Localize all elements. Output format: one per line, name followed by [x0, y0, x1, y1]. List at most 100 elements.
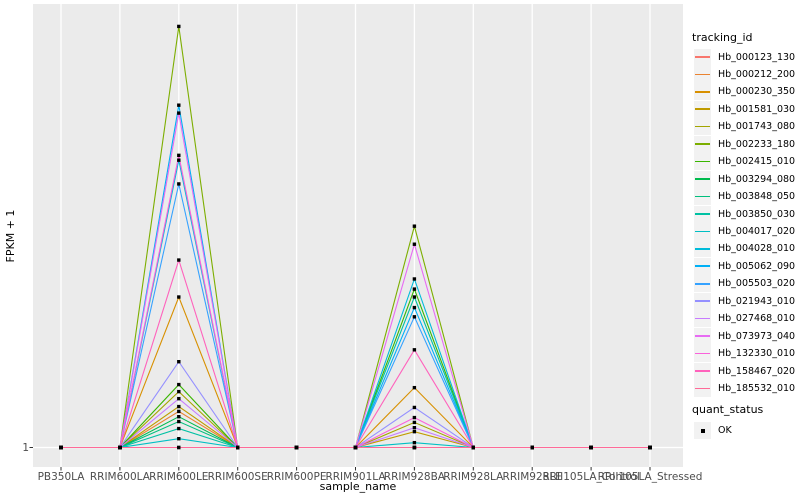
data-point-Hb_000230_350	[177, 295, 181, 299]
data-point-Hb_004028_010	[412, 277, 417, 281]
legend-key-box	[694, 362, 711, 380]
legend-key-line-icon	[695, 125, 710, 128]
data-point-Hb_185532_010	[589, 445, 593, 450]
legend-item-label: Hb_001581_030	[718, 103, 796, 115]
data-point-Hb_132330_010	[177, 153, 181, 158]
data-point-Hb_073973_040	[412, 242, 417, 246]
legend-key-line-icon	[695, 248, 710, 250]
data-point-Hb_003294_080	[177, 415, 181, 419]
legend-key-line-icon	[695, 195, 710, 198]
y-tick-label: 1	[22, 442, 29, 454]
data-point-Hb_002233_180	[412, 224, 417, 228]
legend-key-box	[694, 275, 711, 293]
legend-key-box	[694, 188, 711, 206]
y-axis-title: FPKM + 1	[4, 210, 17, 263]
legend-key-line-icon	[695, 265, 710, 268]
data-point-Hb_000230_350	[412, 385, 417, 390]
data-point-Hb_185532_010	[530, 445, 534, 450]
data-point-Hb_185532_010	[118, 445, 122, 450]
data-point-Hb_185532_010	[471, 445, 475, 450]
data-point-Hb_001743_080	[177, 389, 181, 394]
legend-key-box	[694, 205, 711, 223]
legend-item-label: Hb_002415_010	[718, 156, 796, 168]
x-tick-label: RRIM600SE	[208, 471, 268, 483]
legend-item-label: Hb_005062_090	[718, 260, 796, 272]
legend-item-label: Hb_027468_010	[718, 313, 796, 325]
legend-key-box	[694, 135, 711, 153]
legend-key-box	[694, 118, 711, 136]
legend-item-label: Hb_003294_080	[718, 173, 796, 185]
data-point-Hb_158467_020	[177, 258, 181, 262]
legend-key-box	[694, 223, 711, 240]
legend-item-label: Hb_158467_020	[718, 365, 796, 377]
legend-key-line-icon	[695, 370, 710, 372]
legend-item-label: Hb_000230_350	[718, 86, 796, 98]
legend-key-box	[694, 422, 711, 439]
legend-key-line-icon	[695, 90, 710, 93]
legend-key-line-icon	[695, 213, 710, 215]
legend-item-label: Hb_002233_180	[718, 138, 796, 150]
legend-key-box	[694, 292, 711, 310]
legend-key-line-icon	[695, 317, 710, 320]
data-point-Hb_002415_010	[412, 287, 417, 291]
data-point-Hb_185532_010	[59, 445, 63, 450]
legend-item-label: Hb_073973_040	[718, 330, 796, 342]
legend-item-label: Hb_000123_130	[718, 51, 796, 63]
legend-key-line-icon	[695, 160, 710, 163]
data-point-Hb_027468_010	[412, 426, 417, 430]
legend-key-line-icon	[695, 143, 710, 145]
data-point-Hb_185532_010	[648, 445, 652, 450]
legend-key-line-icon	[695, 387, 710, 390]
ok-square-point-icon	[700, 428, 705, 433]
legend-item-label: Hb_021943_010	[718, 295, 796, 307]
data-point-Hb_001581_030	[177, 404, 181, 409]
data-point-Hb_003848_050	[177, 419, 181, 424]
legend-item-label: Hb_004028_010	[718, 243, 796, 255]
legend-item-label: OK	[718, 425, 732, 436]
legend-key-box	[694, 170, 711, 188]
legend-item-label: Hb_132330_010	[718, 348, 796, 360]
data-point-Hb_021943_010	[177, 360, 181, 364]
legend-key-box	[694, 100, 711, 118]
data-point-Hb_001581_030	[412, 429, 417, 434]
legend-key-box	[694, 345, 711, 363]
data-point-Hb_004017_020	[412, 440, 417, 445]
legend-item-label: Hb_185532_010	[718, 383, 796, 395]
x-tick-label: RRII105LA_Stressed	[598, 471, 703, 483]
data-point-Hb_073973_040	[177, 111, 181, 115]
legend-key-box	[694, 153, 711, 171]
data-point-Hb_027468_010	[177, 396, 181, 401]
data-point-Hb_000212_200	[177, 409, 181, 414]
legend-key-line-icon	[695, 335, 710, 337]
x-tick-label: RRIM928LE	[503, 471, 562, 483]
legend-title-tracking-id: tracking_id	[692, 31, 753, 44]
data-point-Hb_004028_010	[177, 158, 181, 162]
legend-key-line-icon	[695, 56, 710, 58]
legend-key-box	[694, 240, 711, 258]
data-point-Hb_185532_010	[294, 445, 299, 450]
x-tick-label: PB350LA	[38, 471, 86, 483]
x-axis-title: sample_name	[320, 480, 397, 493]
legend-key-line-icon	[695, 73, 710, 76]
data-point-Hb_158467_020	[412, 348, 417, 352]
chart-dynamic-layer: PB350LA RRIM600LA RRIM600LE RRIM600SERRIM60…	[29, 4, 703, 483]
x-tick-label: RRIM928LA	[443, 471, 504, 483]
legend-key-box	[694, 257, 711, 275]
legend-item-label: Hb_004017_020	[718, 226, 796, 237]
data-point-Hb_005062_090	[412, 305, 417, 310]
panel-background	[33, 4, 683, 467]
legend-item-label: Hb_001743_080	[718, 121, 796, 133]
legend-key-box	[694, 83, 711, 101]
legend-key-box	[694, 48, 711, 66]
legend-item-label: Hb_003850_030	[718, 208, 796, 220]
data-point-Hb_002415_010	[177, 382, 181, 387]
data-point-Hb_002233_180	[177, 24, 181, 29]
legend-key-line-icon	[695, 178, 710, 180]
legend-key-line-icon	[695, 352, 710, 355]
x-tick-label: RRIM600LE	[149, 471, 208, 483]
x-tick-label: RRIM928BA	[384, 471, 446, 483]
data-point-Hb_185532_010	[353, 445, 358, 450]
legend-title-quant-status: quant_status	[692, 403, 764, 416]
